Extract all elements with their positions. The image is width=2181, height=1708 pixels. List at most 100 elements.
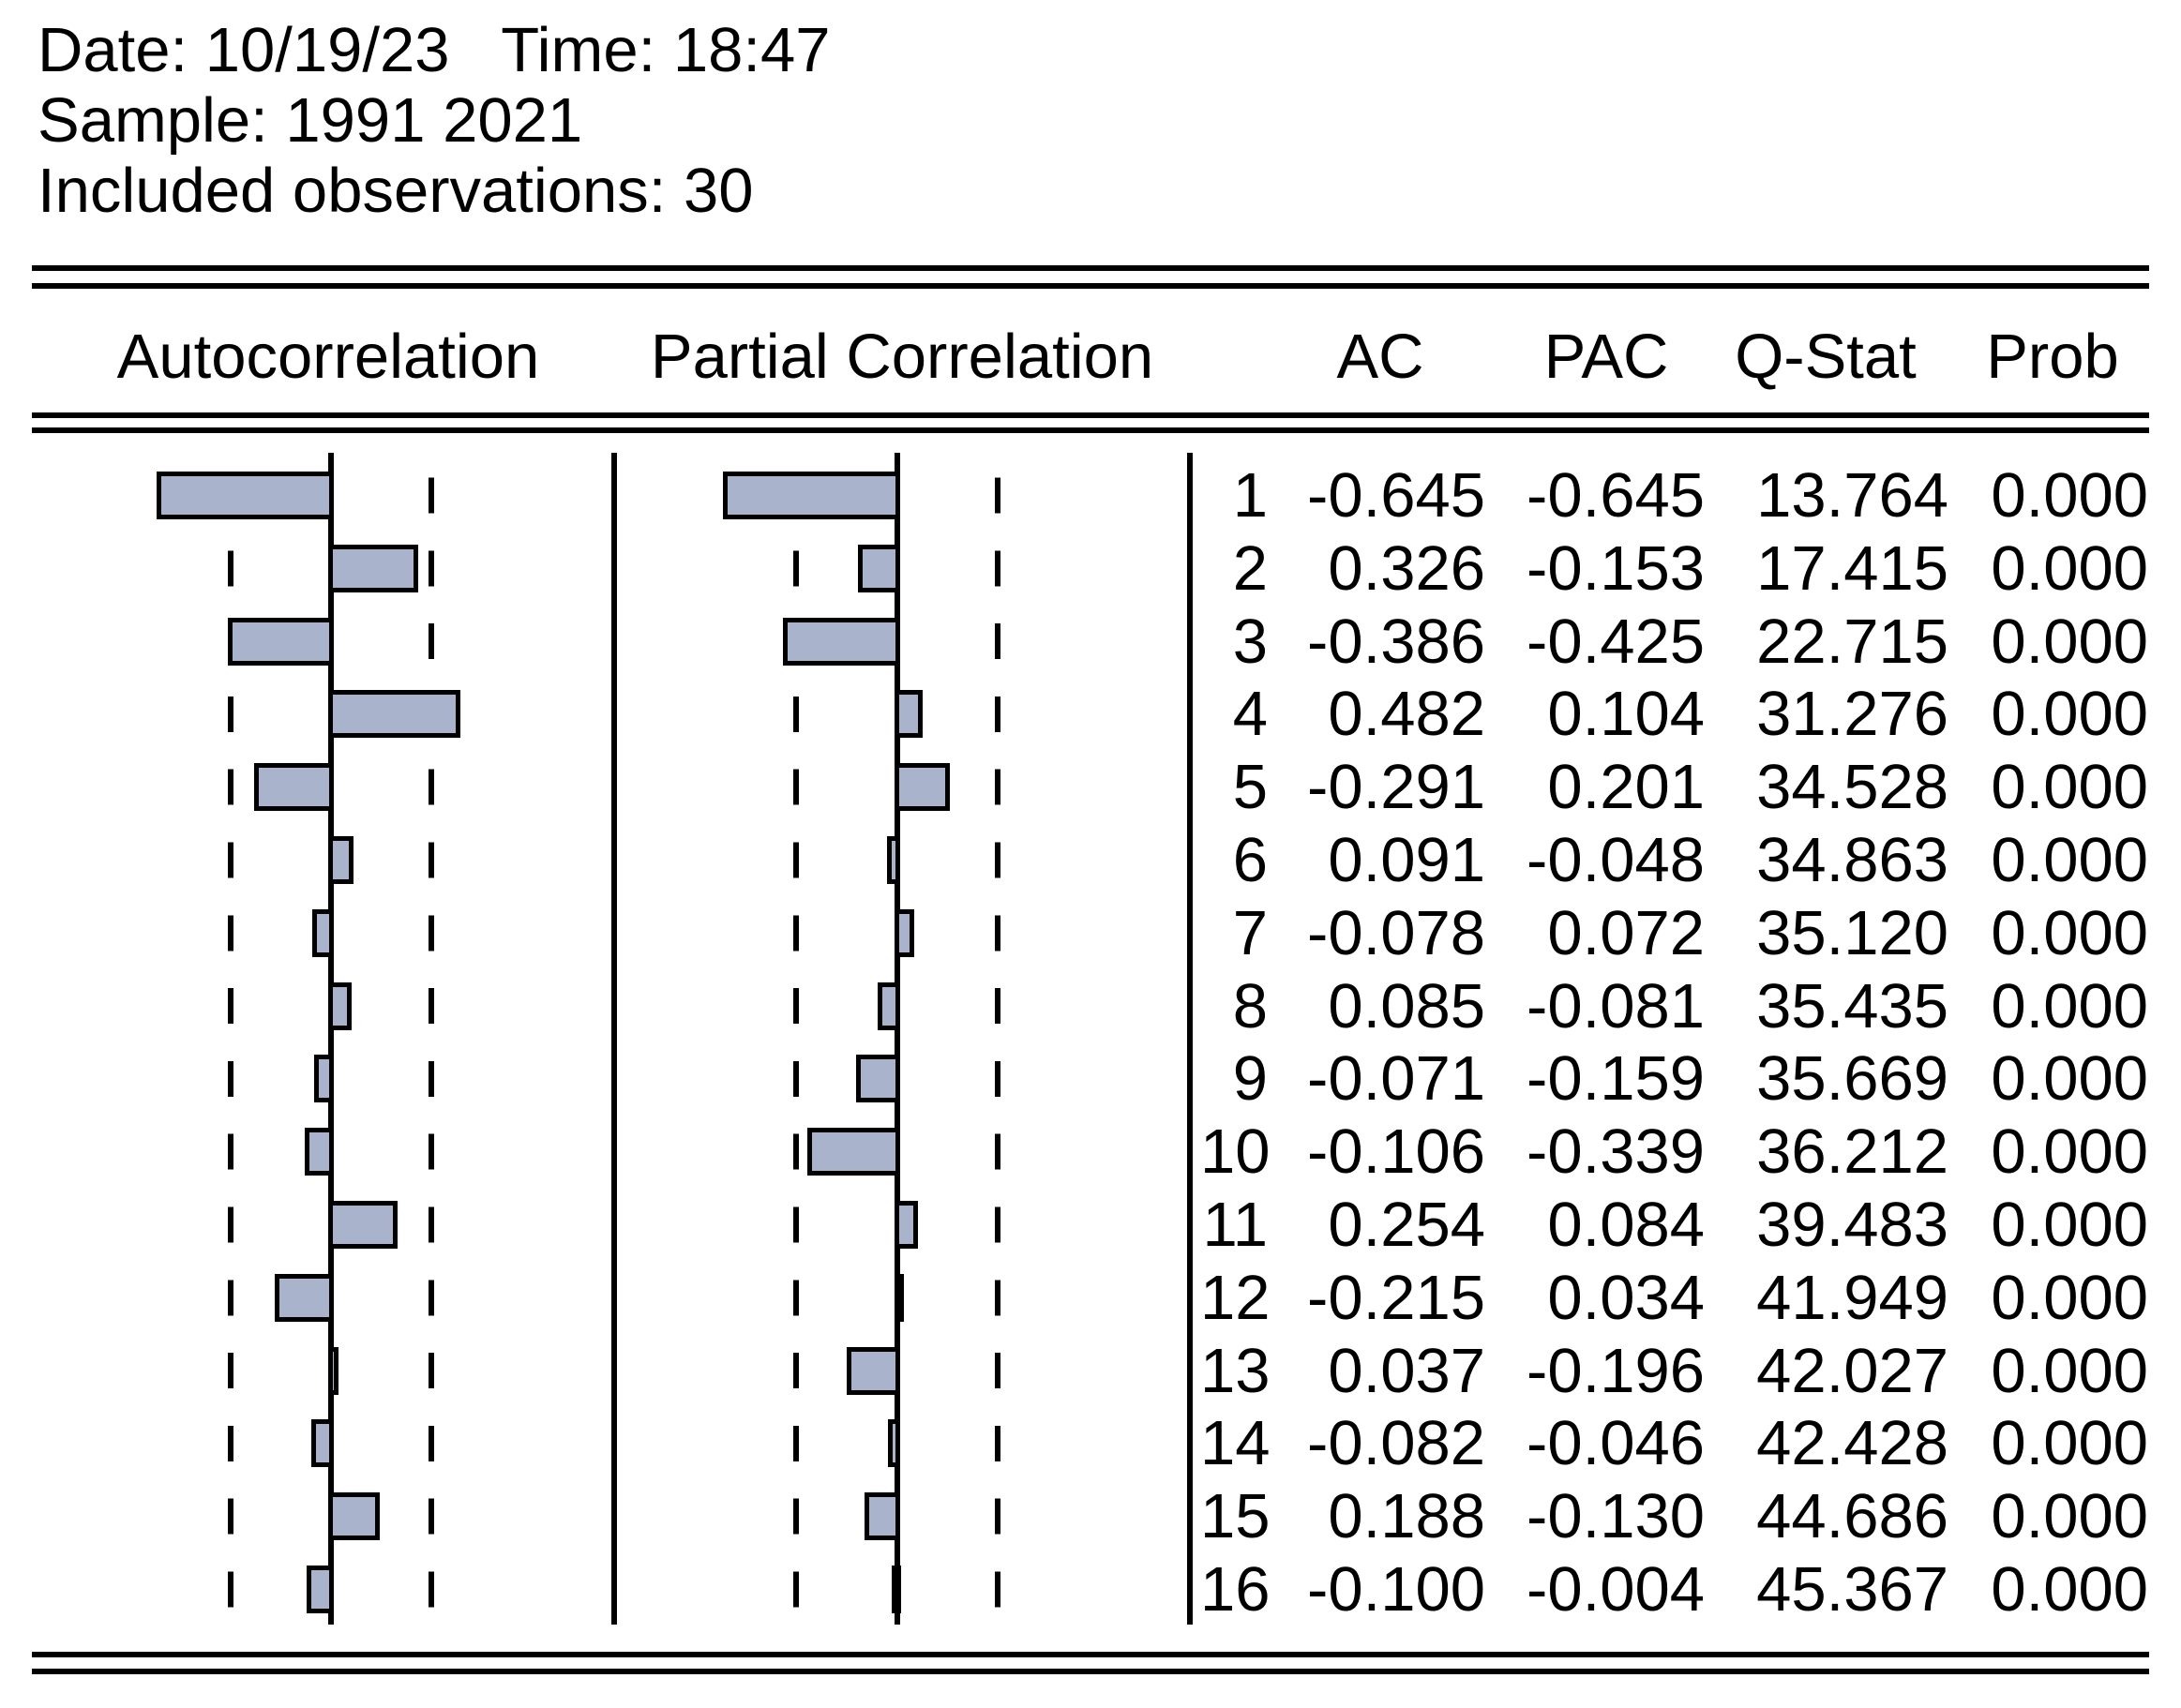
qstat-value-cell: 39.483 [1756, 1190, 1948, 1260]
ac-value-cell: 0.482 [1328, 679, 1485, 750]
header-rule-upper [32, 412, 2149, 418]
ac-bar-lag-1 [157, 472, 334, 519]
table-row-lag-3: 3 -0.386 -0.425 22.715 0.000 [1200, 606, 2148, 678]
ac-zero-line [328, 453, 334, 1625]
lag-cell: 3 [1232, 606, 1268, 677]
pac-value-cell: -0.004 [1527, 1554, 1705, 1625]
table-row-lag-11: 11 0.254 0.084 39.483 0.000 [1200, 1189, 2148, 1261]
ac-bar-lag-2 [328, 544, 418, 592]
date-time-line: Date: 10/19/23 Time: 18:47 [38, 15, 831, 85]
lag-cell: 14 [1200, 1408, 1271, 1479]
pac-bar-lag-4 [895, 690, 923, 739]
qstat-value-cell: 17.415 [1756, 532, 1948, 604]
ac-value-cell: 0.037 [1328, 1335, 1485, 1406]
prob-value-cell: 0.000 [1991, 1335, 2148, 1406]
pac-bar-lag-6 [887, 836, 900, 884]
ac-bar-lag-11 [328, 1201, 398, 1249]
pac-zero-line [895, 453, 900, 1625]
ac-bar-lag-15 [328, 1492, 380, 1541]
pac-confidence-band-left [793, 453, 799, 1622]
pac-value-cell: -0.048 [1527, 825, 1705, 895]
table-row-lag-7: 7 -0.078 0.072 35.120 0.000 [1200, 897, 2148, 969]
prob-value-cell: 0.000 [1991, 1043, 2148, 1115]
header-rule-lower [32, 427, 2149, 433]
ac-bar-lag-7 [312, 908, 334, 957]
pac-value-cell: -0.130 [1527, 1481, 1705, 1552]
ac-bar-lag-5 [254, 763, 334, 812]
ac-bar-lag-12 [275, 1273, 334, 1322]
lag-cell: 1 [1232, 460, 1268, 531]
pac-value-cell: -0.425 [1527, 606, 1705, 677]
ac-value-cell: -0.071 [1307, 1043, 1485, 1115]
qstat-value-cell: 34.863 [1756, 825, 1948, 895]
panel-divider-right [1187, 453, 1193, 1625]
prob-value-cell: 0.000 [1991, 460, 2148, 531]
ac-bar-lag-6 [328, 836, 353, 884]
lag-cell: 8 [1232, 970, 1268, 1041]
pac-value-cell: -0.159 [1527, 1043, 1705, 1115]
lag-cell: 4 [1232, 679, 1268, 750]
pac-value-cell: -0.339 [1527, 1116, 1705, 1188]
pac-value-cell: 0.072 [1547, 897, 1705, 968]
table-row-lag-13: 13 0.037 -0.196 42.027 0.000 [1200, 1335, 2148, 1407]
table-row-lag-16: 16 -0.100 -0.004 45.367 0.000 [1200, 1553, 2148, 1626]
table-row-lag-10: 10 -0.106 -0.339 36.212 0.000 [1200, 1116, 2148, 1188]
lag-cell: 12 [1200, 1262, 1271, 1333]
pac-value-cell: 0.201 [1547, 752, 1705, 823]
ac-confidence-band-left [228, 453, 233, 1622]
top-rule-lower [32, 283, 2149, 289]
column-header-partial-correlation: Partial Correlation [650, 322, 1154, 392]
pac-value-cell: -0.645 [1527, 460, 1705, 531]
qstat-value-cell: 22.715 [1756, 606, 1948, 677]
prob-value-cell: 0.000 [1991, 532, 2148, 604]
ac-bar-lag-14 [311, 1419, 334, 1468]
lag-cell: 5 [1232, 752, 1268, 823]
pac-bar-lag-7 [895, 908, 914, 957]
table-row-lag-14: 14 -0.082 -0.046 42.428 0.000 [1200, 1407, 2148, 1479]
lag-cell: 6 [1232, 825, 1268, 895]
ac-value-cell: -0.215 [1307, 1262, 1485, 1333]
pac-bar-lag-11 [895, 1201, 918, 1249]
prob-value-cell: 0.000 [1991, 897, 2148, 968]
prob-value-cell: 0.000 [1991, 606, 2148, 677]
ac-value-cell: -0.386 [1307, 606, 1485, 677]
table-row-lag-9: 9 -0.071 -0.159 35.669 0.000 [1200, 1042, 2148, 1115]
qstat-value-cell: 31.276 [1756, 679, 1948, 750]
pac-bar-lag-3 [783, 617, 900, 666]
sample-line: Sample: 1991 2021 [38, 85, 583, 156]
ac-bar-lag-13 [328, 1346, 338, 1395]
prob-value-cell: 0.000 [1991, 679, 2148, 750]
pac-bar-lag-13 [847, 1346, 900, 1395]
qstat-value-cell: 34.528 [1756, 752, 1948, 823]
qstat-value-cell: 42.027 [1756, 1335, 1948, 1406]
pac-bar-lag-1 [723, 472, 900, 519]
ac-value-cell: 0.085 [1328, 970, 1485, 1041]
ac-value-cell: -0.082 [1307, 1408, 1485, 1479]
prob-value-cell: 0.000 [1991, 825, 2148, 895]
ac-bar-lag-10 [305, 1128, 334, 1176]
lag-cell: 11 [1202, 1190, 1268, 1260]
pac-value-cell: 0.084 [1547, 1190, 1705, 1260]
ac-value-cell: -0.291 [1307, 752, 1485, 823]
pac-value-cell: 0.104 [1547, 679, 1705, 750]
table-row-lag-8: 8 0.085 -0.081 35.435 0.000 [1200, 970, 2148, 1042]
column-header-qstat: Q-Stat [1735, 322, 1917, 392]
pac-value-cell: -0.153 [1527, 532, 1705, 604]
qstat-value-cell: 35.120 [1756, 897, 1948, 968]
ac-value-cell: -0.106 [1307, 1116, 1485, 1188]
ac-value-cell: 0.188 [1328, 1481, 1485, 1552]
ac-bar-lag-16 [307, 1566, 334, 1613]
pac-value-cell: -0.196 [1527, 1335, 1705, 1406]
pac-bar-lag-8 [878, 981, 900, 1030]
bottom-rule-lower [32, 1669, 2149, 1674]
qstat-value-cell: 42.428 [1756, 1408, 1948, 1479]
table-row-lag-5: 5 -0.291 0.201 34.528 0.000 [1200, 751, 2148, 823]
observations-line: Included observations: 30 [38, 156, 754, 226]
ac-value-cell: -0.078 [1307, 897, 1485, 968]
pac-bar-lag-12 [895, 1273, 904, 1322]
column-header-pac: PAC [1543, 322, 1669, 392]
prob-value-cell: 0.000 [1991, 1554, 2148, 1625]
column-header-autocorrelation: Autocorrelation [116, 322, 540, 392]
prob-value-cell: 0.000 [1991, 1262, 2148, 1333]
ac-confidence-band-right [429, 453, 434, 1622]
